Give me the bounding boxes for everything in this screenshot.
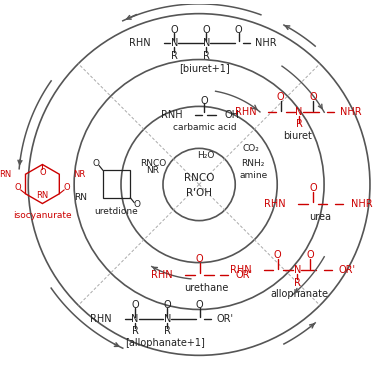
Text: [biuret+1]: [biuret+1]	[179, 63, 230, 73]
Text: O: O	[64, 183, 70, 192]
Text: RHN: RHN	[264, 199, 286, 208]
Text: N: N	[131, 314, 139, 324]
Text: OR': OR'	[236, 270, 253, 280]
Text: NR: NR	[146, 166, 159, 175]
Text: RN: RN	[36, 191, 49, 200]
Text: N: N	[294, 265, 301, 275]
Text: RN: RN	[74, 193, 87, 202]
Text: O: O	[309, 92, 317, 102]
Text: RNH₂: RNH₂	[242, 159, 265, 168]
Text: NR: NR	[73, 170, 85, 179]
Text: R: R	[132, 327, 138, 337]
Text: OR': OR'	[338, 265, 355, 275]
Text: O: O	[163, 300, 171, 310]
Text: O: O	[274, 250, 282, 260]
Text: H₂O: H₂O	[197, 151, 214, 160]
Text: biuret: biuret	[283, 131, 312, 141]
Text: N: N	[170, 38, 178, 48]
Text: O: O	[39, 168, 46, 177]
Text: RN: RN	[0, 170, 12, 179]
Text: carbamic acid: carbamic acid	[173, 123, 236, 132]
Text: O: O	[277, 92, 284, 102]
Text: R: R	[164, 327, 171, 337]
Text: O: O	[309, 183, 317, 193]
Text: N: N	[296, 107, 303, 117]
Text: O: O	[93, 159, 100, 168]
Text: O: O	[170, 25, 178, 35]
Text: NHR: NHR	[351, 199, 373, 208]
Text: NHR: NHR	[255, 38, 277, 48]
Text: O: O	[131, 300, 139, 310]
Text: N: N	[203, 38, 210, 48]
Text: urea: urea	[309, 212, 331, 222]
Text: RHN: RHN	[235, 107, 256, 117]
Text: RNCO: RNCO	[184, 173, 214, 183]
Text: allophanate: allophanate	[270, 289, 328, 299]
Text: urethane: urethane	[184, 283, 229, 293]
Text: OR': OR'	[216, 314, 233, 324]
Text: RHN: RHN	[230, 265, 251, 275]
Text: N: N	[164, 314, 171, 324]
Text: O: O	[133, 200, 140, 209]
Text: [allophanate+1]: [allophanate+1]	[126, 338, 205, 348]
Text: R: R	[296, 120, 303, 130]
Text: R: R	[203, 51, 210, 61]
Text: O: O	[203, 25, 210, 35]
Text: O: O	[196, 300, 203, 310]
Text: NHR: NHR	[340, 107, 362, 117]
Text: RHN: RHN	[90, 314, 112, 324]
Text: isocyanurate: isocyanurate	[13, 211, 72, 220]
Text: O: O	[235, 25, 242, 35]
Text: amine: amine	[239, 171, 267, 180]
Text: RNCO: RNCO	[140, 159, 167, 168]
Text: RNH: RNH	[161, 110, 183, 120]
Text: O: O	[201, 96, 208, 106]
Text: RHN: RHN	[151, 270, 172, 280]
Text: R: R	[171, 51, 178, 61]
Text: R'OH: R'OH	[186, 188, 212, 198]
Text: CO₂: CO₂	[243, 144, 260, 154]
Text: OH: OH	[224, 110, 239, 120]
Text: uretdione: uretdione	[95, 207, 138, 216]
Text: O: O	[196, 254, 203, 264]
Text: R: R	[294, 277, 301, 287]
Text: O: O	[306, 250, 314, 260]
Text: O: O	[14, 183, 21, 192]
Text: RHN: RHN	[129, 38, 151, 48]
